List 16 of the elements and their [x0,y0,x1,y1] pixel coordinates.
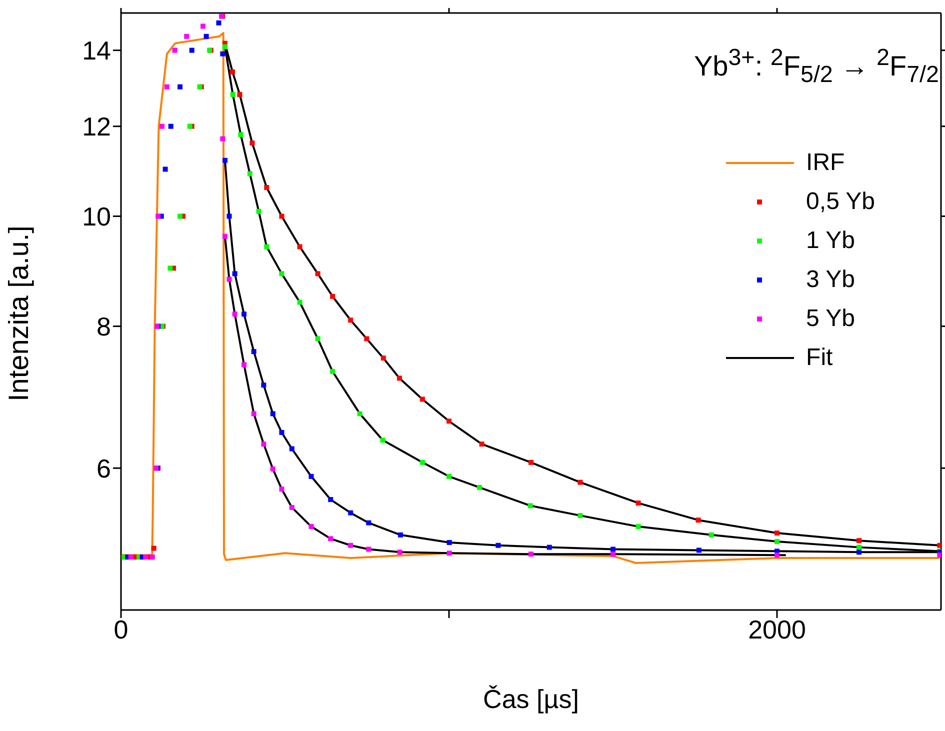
chart-title: Yb$^{3+}$: $^{2}$F$_{5/2}$ → $^{2}$F$_{7/2}$ [694,44,939,87]
y-tick-label: 14 [82,36,111,66]
y-tick-label: 10 [82,201,111,232]
y-tick-label: 8 [96,311,111,342]
x-tick-label: 2000 [748,614,806,644]
legend-label: 3 Yb [806,265,855,295]
legend-label: 0,5 Yb [806,187,875,217]
legend-label: Fit [806,343,833,373]
y-axis-title: Intenzita [a.u.] [2,226,34,402]
y-tick-label: 6 [96,453,111,484]
x-tick-label: 0 [114,614,128,644]
legend-label: 1 Yb [806,226,855,256]
legend-label: IRF [806,148,845,178]
legend-label: 5 Yb [806,304,855,334]
y-tick-label: 12 [82,112,111,142]
x-axis-title: Čas [µs] [483,684,579,714]
